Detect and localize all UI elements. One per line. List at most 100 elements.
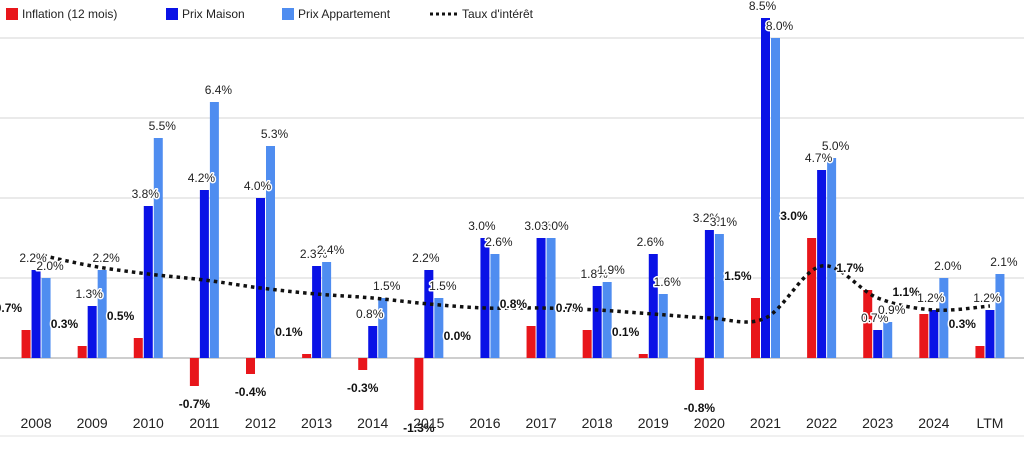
inflation-label: -0.4% <box>235 385 267 399</box>
inflation-label: 0.3% <box>949 317 977 331</box>
inflation-bar <box>133 338 143 358</box>
prix-maison-bar <box>648 254 658 358</box>
legend: Inflation (12 mois) Prix Maison Prix App… <box>6 7 534 21</box>
legend-label-prix-maison: Prix Maison <box>182 7 245 21</box>
prix-appartement-bar <box>827 158 837 358</box>
prix-appartement-bar <box>771 38 780 358</box>
prix-appartement-bar <box>209 102 219 358</box>
prix-maison-bar <box>480 238 490 358</box>
prix-maison-bar <box>817 170 827 358</box>
inflation-bar <box>526 326 536 358</box>
prix-appartement-label: 2.0% <box>36 259 64 273</box>
prix-appartement-bar <box>883 322 893 358</box>
prix-appartement-bar <box>41 278 51 358</box>
x-tick-label: LTM <box>976 415 1003 431</box>
x-tick-label: 2024 <box>918 415 949 431</box>
prix-maison-bar <box>143 206 153 358</box>
prix-appartement-label: 1.6% <box>654 275 682 289</box>
prix-appartement-bar <box>378 298 388 358</box>
prix-maison-bar <box>761 18 770 358</box>
x-tick-label: 2021 <box>750 415 781 431</box>
prix-appartement-bar <box>322 262 332 358</box>
prix-appartement-bar <box>602 282 612 358</box>
prix-maison-bar <box>31 270 41 358</box>
legend-swatch-inflation <box>6 8 18 20</box>
prix-appartement-label: 5.5% <box>149 119 177 133</box>
legend-label-prix-appartement: Prix Appartement <box>298 7 391 21</box>
prix-appartement-label: 5.3% <box>261 127 289 141</box>
inflation-label: -0.8% <box>684 401 716 415</box>
prix-maison-label: 4.7% <box>805 151 833 165</box>
inflation-label: 0.3% <box>51 317 79 331</box>
interest-rate-line <box>35 252 991 324</box>
prix-maison-bar <box>592 286 602 358</box>
prix-appartement-bar <box>714 234 724 358</box>
inflation-bar <box>582 330 592 358</box>
x-tick-label: 2020 <box>694 415 725 431</box>
prix-appartement-bar <box>995 274 1005 358</box>
inflation-label: 0.5% <box>107 309 135 323</box>
inflation-bar <box>638 354 648 358</box>
inflation-bar <box>77 346 87 358</box>
prix-maison-label: 4.0% <box>244 179 272 193</box>
inflation-bar <box>919 314 929 358</box>
prix-appartement-label: 6.4% <box>205 83 233 97</box>
inflation-bar <box>302 354 312 358</box>
legend-swatch-prix-maison <box>166 8 178 20</box>
inflation-label: 3.0% <box>780 209 808 223</box>
inflation-label: 0.7% <box>556 301 584 315</box>
prix-appartement-label: 2.6% <box>485 235 513 249</box>
x-tick-label: 2018 <box>582 415 613 431</box>
inflation-bar <box>21 330 31 358</box>
inflation-bar <box>751 298 760 358</box>
prix-maison-label: 8.5% <box>749 0 777 13</box>
prix-maison-bar <box>312 266 322 358</box>
prix-maison-bar <box>368 326 378 358</box>
x-tick-label: 2008 <box>20 415 51 431</box>
prix-appartement-label: 2.2% <box>92 251 120 265</box>
prix-appartement-label: 1.5% <box>429 279 457 293</box>
prix-maison-label: 1.2% <box>917 291 945 305</box>
inflation-label: 0.7% <box>0 301 22 315</box>
x-tick-label: 2017 <box>525 415 556 431</box>
prix-maison-label: 0.8% <box>356 307 384 321</box>
inflation-label: -0.3% <box>347 381 379 395</box>
x-tick-label: 2012 <box>245 415 276 431</box>
inflation-label: 1.1% <box>892 285 920 299</box>
prix-appartement-bar <box>939 278 949 358</box>
gridlines <box>0 37 1024 437</box>
prix-appartement-label: 2.0% <box>934 259 962 273</box>
x-tick-label: 2015 <box>413 415 444 431</box>
legend-item-taux: Taux d'intérêt <box>430 7 534 21</box>
prix-maison-bar <box>424 270 434 358</box>
inflation-bar <box>807 238 817 358</box>
prix-appartement-bar <box>97 270 107 358</box>
inflation-label: 0.0% <box>444 329 472 343</box>
prix-maison-bar <box>536 238 546 358</box>
prix-appartement-bar <box>490 254 500 358</box>
legend-item-prix-maison: Prix Maison <box>166 7 245 21</box>
x-tick-label: 2016 <box>469 415 500 431</box>
prix-appartement-label: 3.0% <box>541 219 569 233</box>
inflation-bar <box>975 346 985 358</box>
inflation-bar <box>189 358 199 386</box>
prix-appartement-bar <box>266 146 275 358</box>
interest-rate-path <box>35 252 991 324</box>
prix-maison-label: 3.2% <box>693 211 721 225</box>
prix-maison-label: 0.7% <box>861 311 889 325</box>
prix-appartement-label: 5.0% <box>822 139 850 153</box>
inflation-label: 0.1% <box>275 325 303 339</box>
prix-appartement-label: 2.4% <box>317 243 345 257</box>
prix-appartement-label: 8.0% <box>766 19 794 33</box>
inflation-label: -0.7% <box>179 397 211 411</box>
x-tick-label: 2022 <box>806 415 837 431</box>
inflation-bar <box>863 290 873 358</box>
prix-maison-label: 3.0% <box>524 219 552 233</box>
prix-maison-bar <box>985 310 995 358</box>
x-tick-label: 2019 <box>638 415 669 431</box>
prix-maison-label: 3.0% <box>468 219 496 233</box>
prix-maison-label: 1.8% <box>580 267 608 281</box>
prix-appartement-bar <box>546 238 556 358</box>
prix-maison-label: 3.8% <box>132 187 160 201</box>
